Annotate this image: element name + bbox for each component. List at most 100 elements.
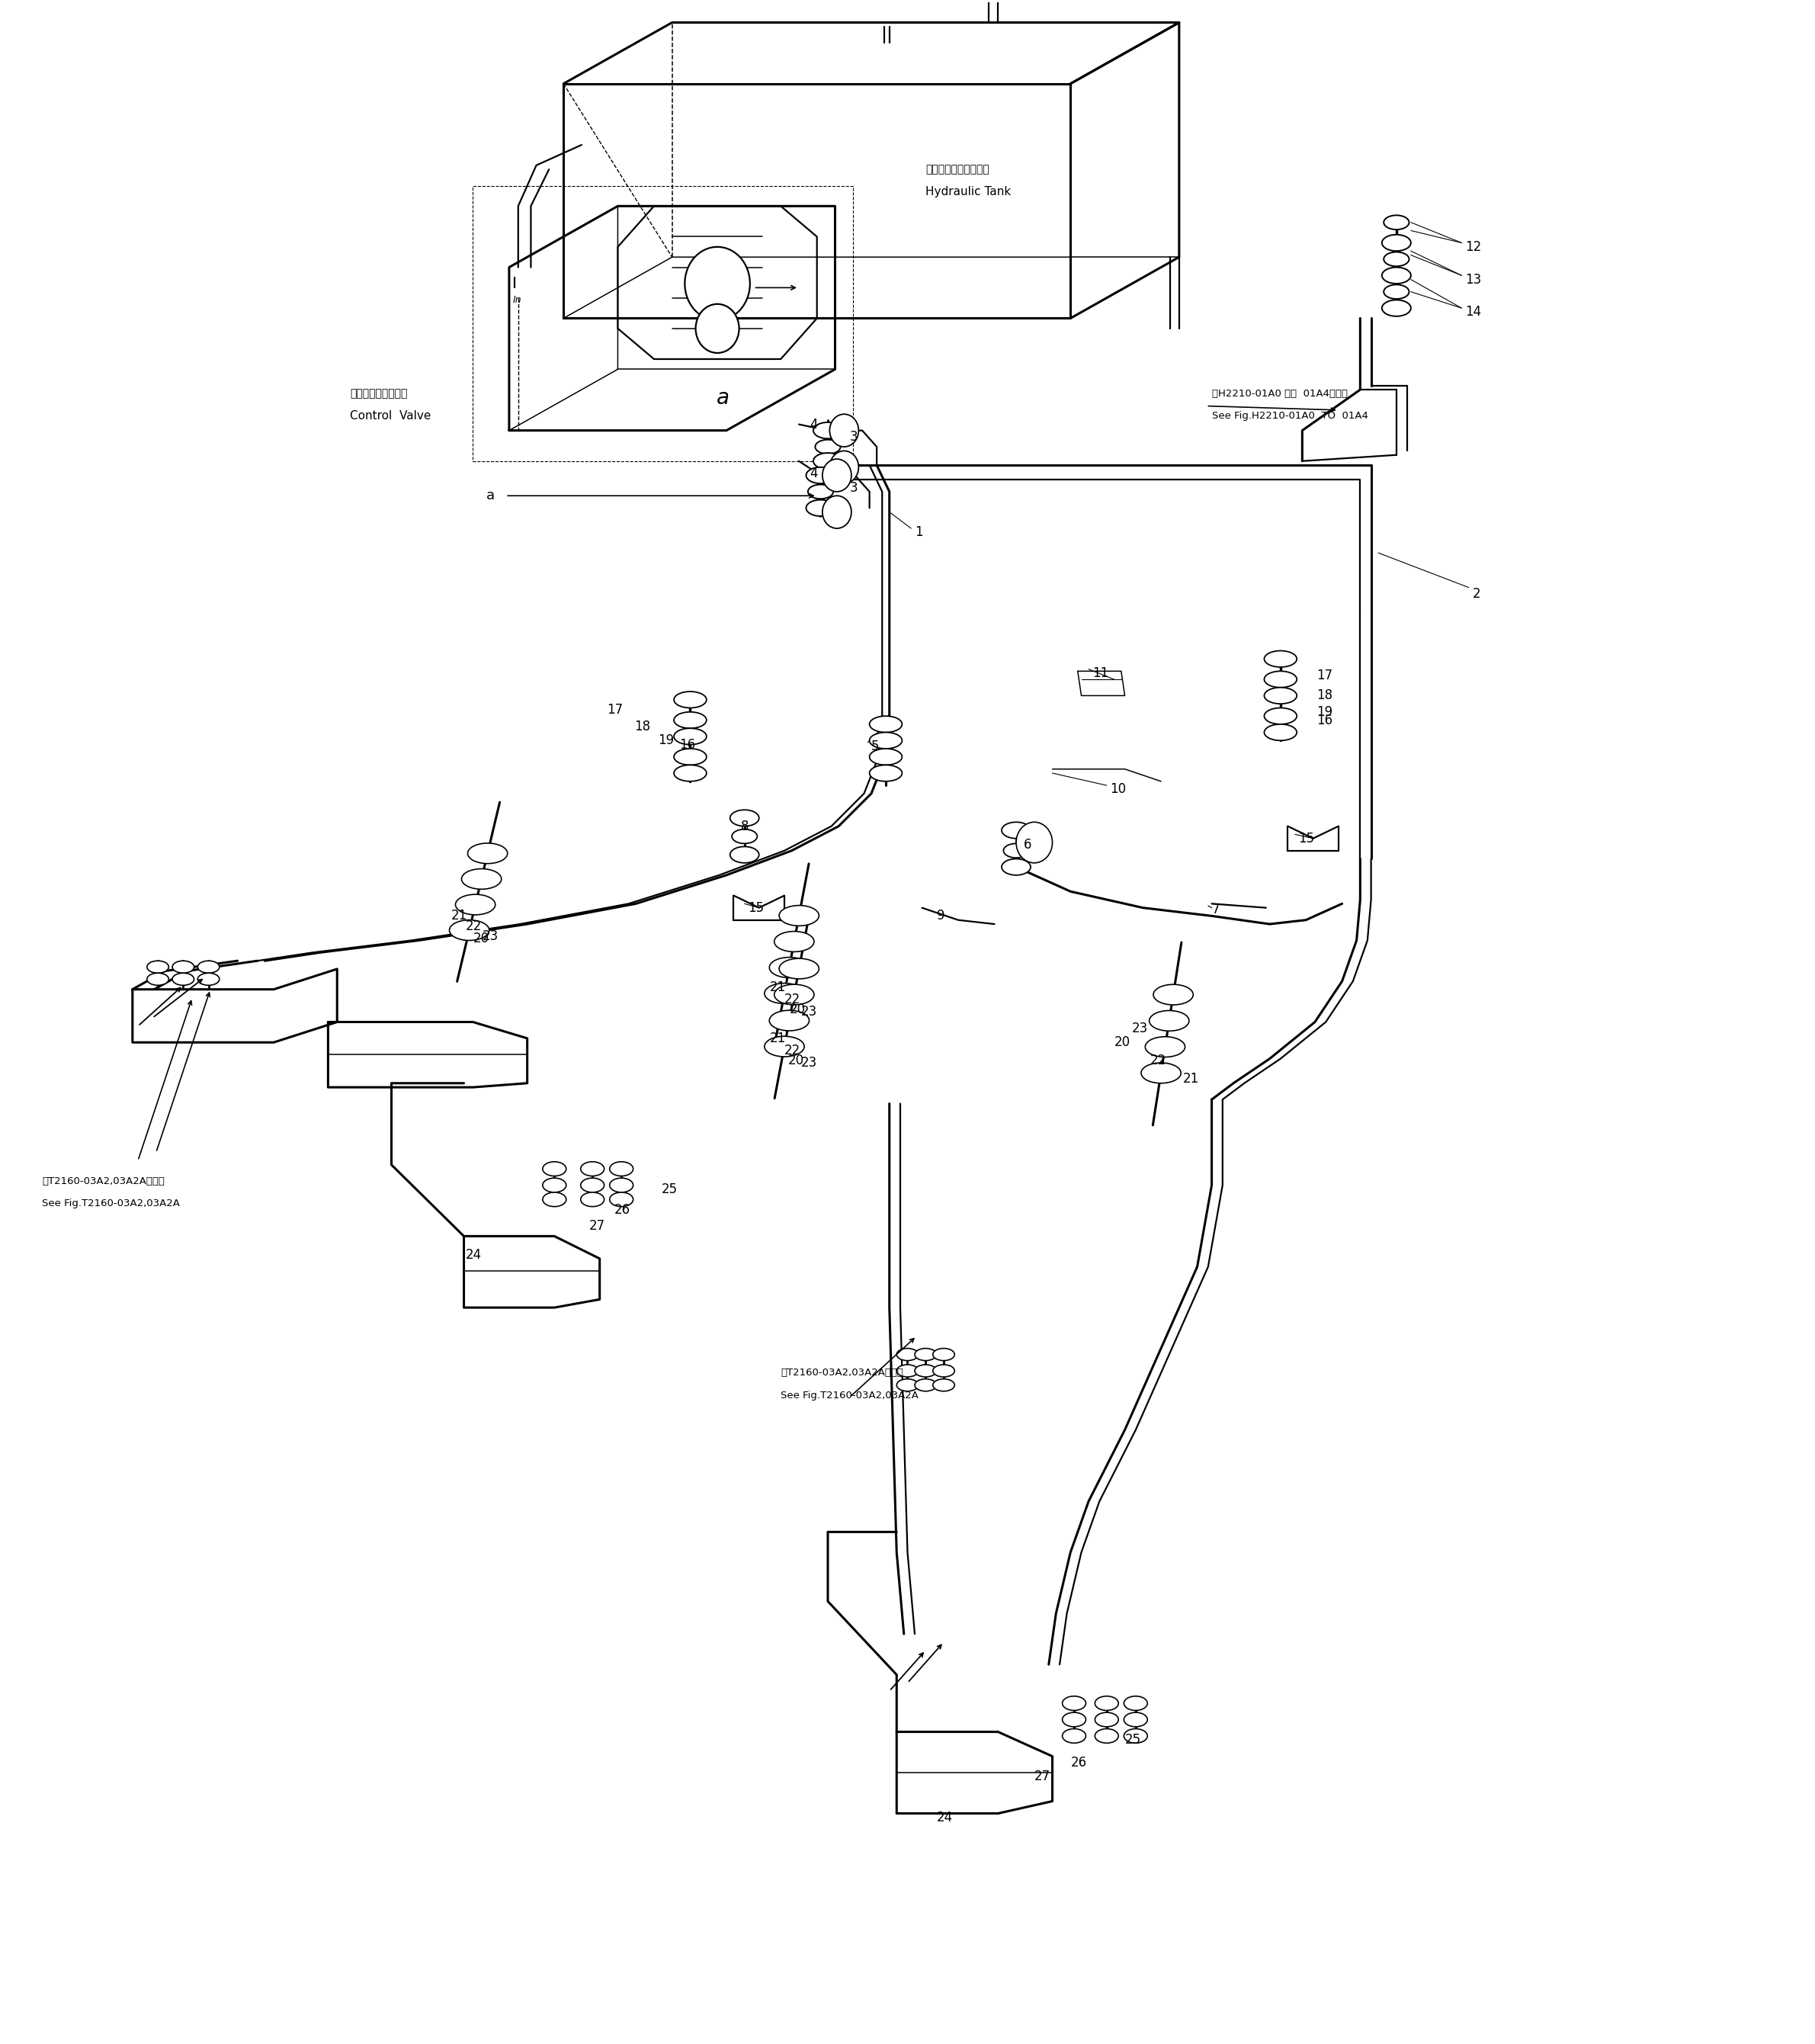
Ellipse shape bbox=[897, 1349, 918, 1361]
Text: 12: 12 bbox=[1465, 239, 1481, 253]
Ellipse shape bbox=[813, 423, 842, 439]
Ellipse shape bbox=[1145, 1036, 1185, 1057]
Ellipse shape bbox=[1265, 687, 1296, 703]
Ellipse shape bbox=[730, 809, 759, 826]
Ellipse shape bbox=[915, 1349, 937, 1361]
Ellipse shape bbox=[764, 983, 804, 1004]
Ellipse shape bbox=[869, 764, 902, 781]
Ellipse shape bbox=[1265, 650, 1296, 666]
Ellipse shape bbox=[806, 468, 835, 484]
Text: 15: 15 bbox=[748, 901, 764, 914]
Text: 18: 18 bbox=[1316, 689, 1332, 703]
Text: 第H2210-01A0 から  01A4図参照: 第H2210-01A0 から 01A4図参照 bbox=[1212, 388, 1347, 399]
Text: 17: 17 bbox=[606, 703, 623, 717]
Ellipse shape bbox=[610, 1192, 633, 1206]
Ellipse shape bbox=[1123, 1713, 1147, 1727]
Circle shape bbox=[829, 415, 858, 448]
Text: 4: 4 bbox=[809, 466, 819, 480]
Ellipse shape bbox=[1062, 1697, 1085, 1711]
Ellipse shape bbox=[198, 973, 220, 985]
Ellipse shape bbox=[1004, 844, 1029, 858]
Ellipse shape bbox=[581, 1161, 604, 1175]
Circle shape bbox=[822, 460, 851, 493]
Text: 22: 22 bbox=[466, 920, 481, 932]
Ellipse shape bbox=[770, 957, 809, 977]
Ellipse shape bbox=[1153, 985, 1192, 1006]
Ellipse shape bbox=[1383, 215, 1408, 229]
Text: 4: 4 bbox=[809, 417, 819, 431]
Circle shape bbox=[695, 305, 739, 354]
Text: 3: 3 bbox=[849, 480, 858, 495]
Text: 21: 21 bbox=[770, 981, 786, 993]
Text: 24: 24 bbox=[466, 1247, 481, 1261]
Text: 第T2160-03A2,03A2A図参照: 第T2160-03A2,03A2A図参照 bbox=[780, 1367, 904, 1378]
Ellipse shape bbox=[543, 1161, 566, 1175]
Ellipse shape bbox=[779, 959, 819, 979]
Text: In: In bbox=[514, 294, 521, 305]
Ellipse shape bbox=[673, 711, 706, 728]
Text: 11: 11 bbox=[1093, 666, 1109, 681]
Ellipse shape bbox=[461, 869, 501, 889]
Ellipse shape bbox=[1265, 724, 1296, 740]
Ellipse shape bbox=[610, 1161, 633, 1175]
Text: 10: 10 bbox=[1111, 783, 1127, 797]
Text: 20: 20 bbox=[1114, 1036, 1131, 1049]
Ellipse shape bbox=[869, 732, 902, 748]
Ellipse shape bbox=[1002, 858, 1031, 875]
Ellipse shape bbox=[1265, 670, 1296, 687]
Ellipse shape bbox=[808, 484, 833, 499]
Text: 25: 25 bbox=[661, 1181, 677, 1196]
Text: 9: 9 bbox=[937, 910, 944, 922]
Ellipse shape bbox=[806, 501, 835, 517]
Text: a: a bbox=[717, 386, 730, 409]
Ellipse shape bbox=[172, 973, 194, 985]
Text: 2: 2 bbox=[1472, 587, 1481, 601]
Text: 18: 18 bbox=[633, 719, 650, 734]
Ellipse shape bbox=[147, 973, 169, 985]
Text: 20: 20 bbox=[474, 932, 488, 944]
Text: 17: 17 bbox=[1316, 668, 1332, 683]
Ellipse shape bbox=[731, 830, 757, 844]
Ellipse shape bbox=[172, 961, 194, 973]
Circle shape bbox=[822, 497, 851, 529]
Text: 22: 22 bbox=[784, 1044, 800, 1057]
Text: 26: 26 bbox=[613, 1202, 630, 1216]
Ellipse shape bbox=[1062, 1713, 1085, 1727]
Text: 27: 27 bbox=[1035, 1770, 1051, 1784]
Text: 23: 23 bbox=[800, 1057, 817, 1069]
Ellipse shape bbox=[147, 961, 169, 973]
Text: 21: 21 bbox=[770, 1032, 786, 1044]
Ellipse shape bbox=[815, 439, 840, 454]
Ellipse shape bbox=[456, 895, 495, 916]
Ellipse shape bbox=[813, 454, 842, 470]
Ellipse shape bbox=[581, 1177, 604, 1192]
Text: 21: 21 bbox=[452, 910, 468, 922]
Ellipse shape bbox=[933, 1365, 955, 1378]
Text: 24: 24 bbox=[937, 1811, 953, 1825]
Text: 第T2160-03A2,03A2A図参照: 第T2160-03A2,03A2A図参照 bbox=[42, 1175, 165, 1186]
Circle shape bbox=[1016, 822, 1053, 863]
Ellipse shape bbox=[775, 932, 815, 953]
Text: 19: 19 bbox=[1316, 705, 1332, 719]
Ellipse shape bbox=[1002, 822, 1031, 838]
Text: コントロールバルブ: コントロールバルブ bbox=[350, 388, 407, 399]
Text: See Fig.H2210-01A0  TO  01A4: See Fig.H2210-01A0 TO 01A4 bbox=[1212, 411, 1369, 421]
Ellipse shape bbox=[450, 920, 490, 940]
Text: 20: 20 bbox=[790, 1004, 806, 1016]
Text: See Fig.T2160-03A2,03A2A: See Fig.T2160-03A2,03A2A bbox=[42, 1198, 180, 1208]
Ellipse shape bbox=[779, 905, 819, 926]
Ellipse shape bbox=[673, 728, 706, 744]
Ellipse shape bbox=[730, 846, 759, 863]
Ellipse shape bbox=[198, 961, 220, 973]
Ellipse shape bbox=[897, 1380, 918, 1392]
Ellipse shape bbox=[1383, 284, 1408, 298]
Ellipse shape bbox=[869, 715, 902, 732]
Text: 8: 8 bbox=[741, 820, 750, 834]
Ellipse shape bbox=[1381, 268, 1410, 284]
Ellipse shape bbox=[1123, 1697, 1147, 1711]
Text: 23: 23 bbox=[1133, 1022, 1149, 1034]
Text: Control  Valve: Control Valve bbox=[350, 411, 430, 421]
Text: 19: 19 bbox=[657, 734, 673, 748]
Ellipse shape bbox=[915, 1380, 937, 1392]
Text: 22: 22 bbox=[784, 993, 800, 1006]
